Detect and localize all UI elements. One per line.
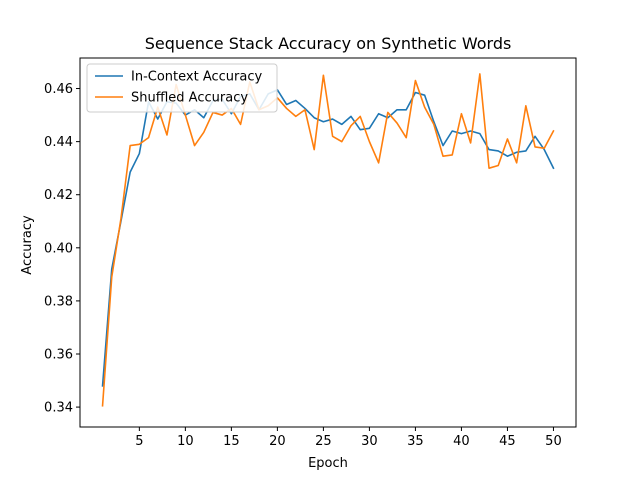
y-tick-label: 0.42: [44, 188, 73, 203]
chart-title: Sequence Stack Accuracy on Synthetic Wor…: [145, 34, 512, 53]
legend-box: [86, 63, 278, 113]
x-tick-label: 45: [499, 434, 516, 449]
x-tick-label: 40: [453, 434, 470, 449]
axes-frame: [79, 57, 577, 428]
axes-layer: 5 10 15 20 25 30 35 40 45 50 0.34 0.36 0.38 0.40 0.42 0…: [44, 57, 577, 449]
x-tick-label: 35: [407, 434, 424, 449]
legend: In-Context Accuracy Shuffled Accuracy: [86, 63, 278, 113]
legend-label-1: In-Context Accuracy: [131, 70, 262, 85]
x-tick-label: 30: [361, 434, 378, 449]
y-tick-label: 0.44: [44, 135, 73, 150]
y-axis-label: Accuracy: [20, 215, 35, 275]
x-tick-label: 20: [269, 434, 286, 449]
y-tick-label: 0.36: [44, 347, 73, 362]
legend-label-2: Shuffled Accuracy: [131, 91, 248, 106]
y-tick-label: 0.46: [44, 82, 73, 97]
x-tick-label: 50: [545, 434, 562, 449]
x-tick-label: 5: [135, 434, 143, 449]
x-tick-label: 15: [223, 434, 240, 449]
y-tick-label: 0.38: [44, 294, 73, 309]
y-tick-label: 0.40: [44, 241, 73, 256]
x-tick-label: 10: [177, 434, 194, 449]
x-tick-label: 25: [315, 434, 332, 449]
y-tick-label: 0.34: [44, 401, 73, 416]
x-axis-label: Epoch: [308, 456, 348, 471]
